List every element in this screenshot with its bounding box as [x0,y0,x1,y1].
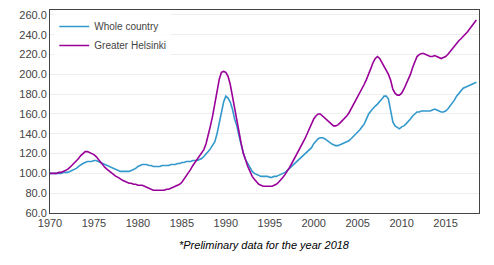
svg-text:1995: 1995 [258,217,282,229]
svg-text:1970: 1970 [38,217,62,229]
svg-text:200.0: 200.0 [19,68,47,80]
svg-text:2010: 2010 [389,217,413,229]
svg-text:*Preliminary data for the year: *Preliminary data for the year 2018 [179,239,350,251]
svg-text:2005: 2005 [345,217,369,229]
svg-text:220.0: 220.0 [19,48,47,60]
svg-text:160.0: 160.0 [19,108,47,120]
svg-text:Greater Helsinki: Greater Helsinki [94,40,166,51]
svg-text:1980: 1980 [126,217,150,229]
svg-text:Whole country: Whole country [94,21,158,32]
svg-text:100.0: 100.0 [19,167,47,179]
svg-text:2000: 2000 [301,217,325,229]
svg-text:260.0: 260.0 [19,9,47,21]
svg-text:2015: 2015 [433,217,457,229]
svg-text:140.0: 140.0 [19,128,47,140]
svg-text:1990: 1990 [214,217,238,229]
svg-text:80.0: 80.0 [25,187,46,199]
svg-text:180.0: 180.0 [19,88,47,100]
svg-text:1985: 1985 [170,217,194,229]
svg-text:240.0: 240.0 [19,29,47,41]
svg-text:1975: 1975 [82,217,106,229]
svg-text:120.0: 120.0 [19,147,47,159]
svg-text:60.0: 60.0 [25,207,46,219]
